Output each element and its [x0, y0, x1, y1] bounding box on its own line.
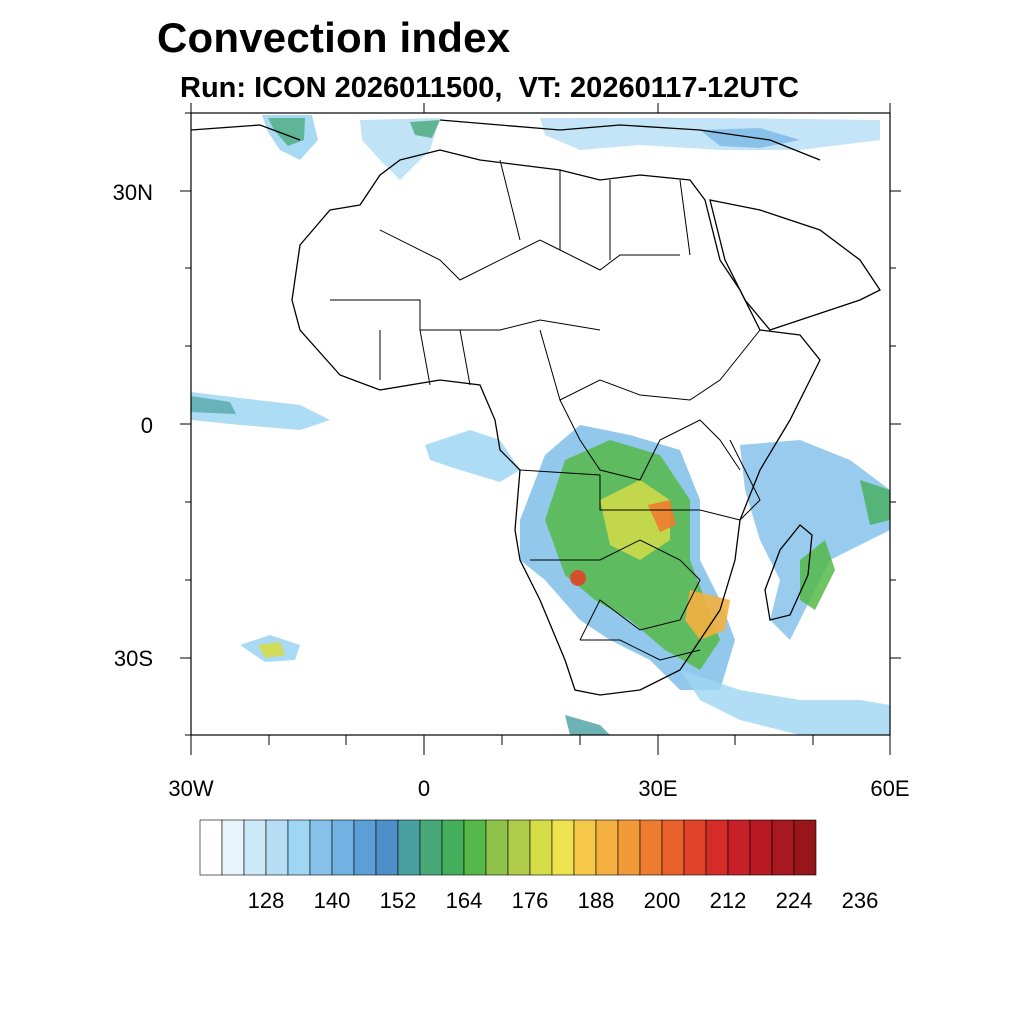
colorbar-box [243, 819, 267, 876]
arabian-peninsula [709, 199, 881, 331]
colorbar-box [485, 819, 509, 876]
lon-label-60e: 60E [870, 776, 910, 801]
colorbar-box [661, 819, 685, 876]
convection-core-east-indian-ocean [860, 480, 890, 525]
lon-label-30w: 30W [168, 776, 214, 801]
colorbar-label: 188 [577, 888, 615, 913]
colorbar-label: 200 [643, 888, 681, 913]
colorbar-box [463, 819, 487, 876]
europe-coast [439, 119, 821, 161]
lat-label-30n: 30N [112, 180, 153, 205]
lat-label-30s: 30S [113, 646, 153, 671]
colorbar-box [529, 819, 553, 876]
colorbar-box [353, 819, 377, 876]
convection-band-southern-ocean [680, 670, 890, 735]
colorbar-label: 224 [775, 888, 813, 913]
iberia-coast [191, 124, 301, 141]
colorbar-box [683, 819, 707, 876]
colorbar-box [749, 819, 773, 876]
colorbar-box [595, 819, 619, 876]
colorbar-label: 212 [709, 888, 747, 913]
chart-subtitle: Run: ICON 2026011500, VT: 20260117-12UTC [180, 72, 799, 104]
colorbar-label: 140 [313, 888, 351, 913]
coastlines [191, 119, 881, 696]
colorbar-box [397, 819, 421, 876]
colorbar-box [375, 819, 399, 876]
convection-core-intense-2 [685, 590, 730, 640]
colorbar-box [639, 819, 663, 876]
colorbar-label: 236 [841, 888, 879, 913]
colorbar-box [727, 819, 751, 876]
lon-ticks [190, 103, 891, 755]
convection-core-mediterranean [410, 120, 440, 138]
colorbar-box [573, 819, 597, 876]
convection-band-gulf-of-guinea [425, 430, 520, 482]
colorbar-box [309, 819, 333, 876]
convection-cell-south-atlantic-core [258, 642, 285, 658]
lon-label-30e: 30E [638, 776, 678, 801]
convection-band-south-atlantic-edge [565, 715, 610, 735]
colorbar-box [221, 819, 245, 876]
colorbar-box [265, 819, 289, 876]
colorbar-box [287, 819, 311, 876]
colorbar-box [551, 819, 575, 876]
country-borders [330, 159, 761, 661]
colorbar-label: 164 [445, 888, 483, 913]
colorbar-box [793, 819, 817, 876]
chart-title: Convection index [157, 14, 511, 61]
africa-coastline [291, 149, 821, 696]
colorbar-box [441, 819, 465, 876]
lon-label-0: 0 [417, 776, 431, 801]
colorbar-label: 152 [379, 888, 417, 913]
lat-ticks [180, 112, 901, 736]
colorbar-box [617, 819, 641, 876]
colorbar-box [199, 819, 223, 876]
madagascar [764, 524, 813, 621]
colorbar-label: 176 [511, 888, 549, 913]
colorbar-box [419, 819, 443, 876]
colorbar-box [331, 819, 355, 876]
colorbar [199, 819, 817, 876]
convection-band-indian-ocean [740, 440, 890, 640]
convection-core-madagascar [800, 540, 835, 610]
colorbar-box [705, 819, 729, 876]
colorbar-box [771, 819, 795, 876]
convection-core-intense-3 [648, 500, 676, 532]
convection-cell-botswana [570, 570, 586, 586]
lat-label-0: 0 [140, 413, 153, 438]
convection-core-intense-1 [600, 480, 670, 560]
convection-core-equatorial-atlantic [191, 396, 236, 414]
convection-field [191, 115, 890, 735]
colorbar-label: 128 [247, 888, 285, 913]
colorbar-box [507, 819, 531, 876]
